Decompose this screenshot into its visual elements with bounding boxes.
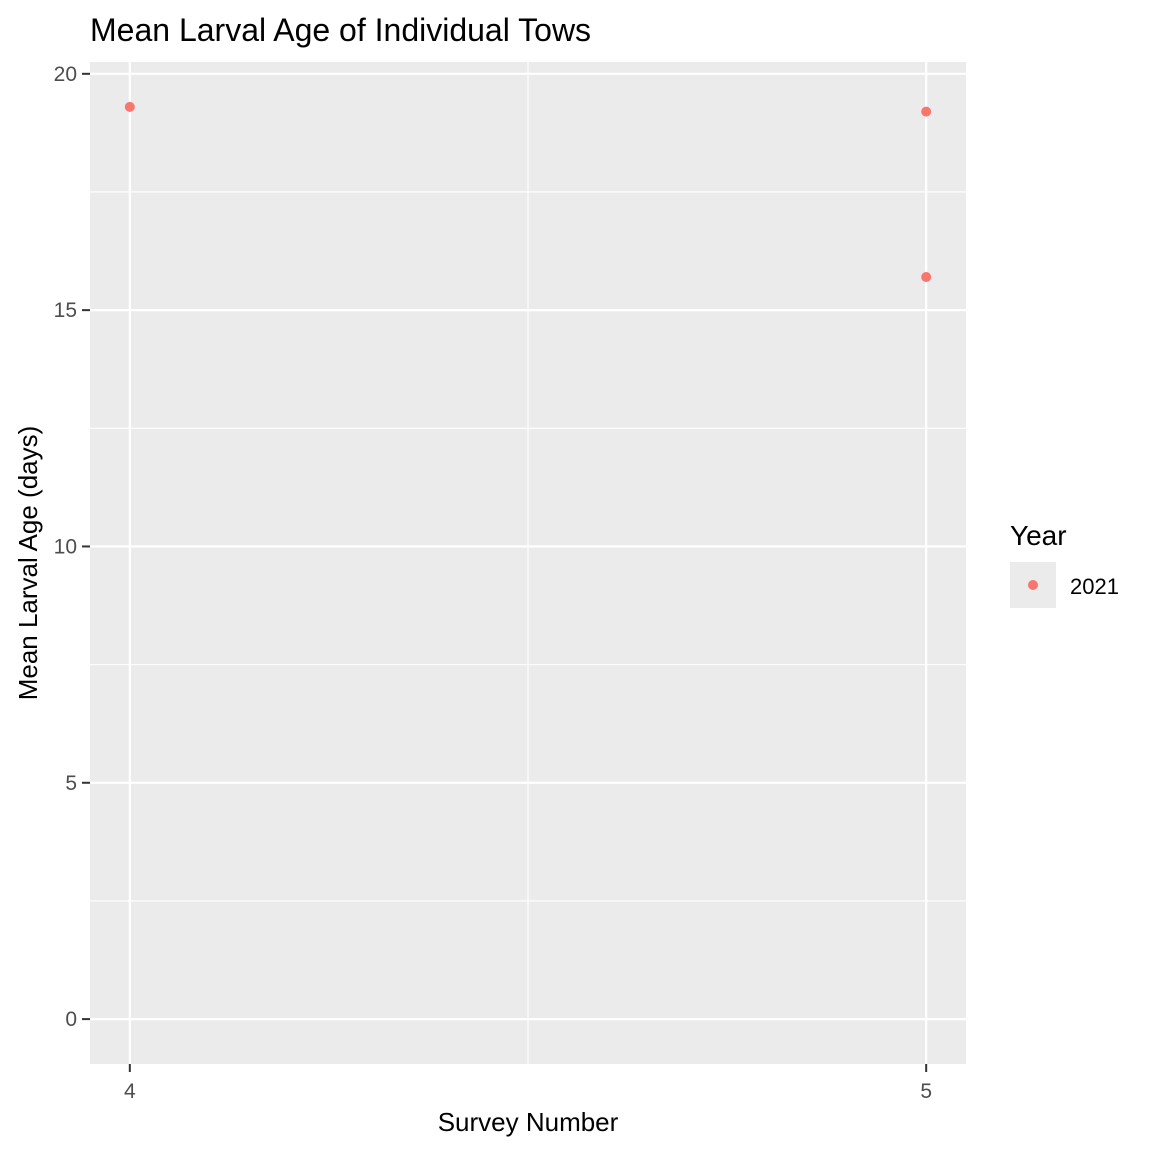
y-tick-label: 10 [54,535,77,558]
minor-gridlines [90,62,966,1064]
y-tick-label: 0 [65,1008,77,1031]
y-tick-label: 20 [54,63,77,86]
data-point [921,272,932,283]
x-tick-label: 5 [920,1080,932,1103]
data-points [124,101,932,283]
y-axis-title: Mean Larval Age (days) [13,426,43,701]
x-tick-label: 4 [124,1080,136,1103]
y-tick-label: 5 [65,772,77,795]
chart-title: Mean Larval Age of Individual Tows [90,12,591,48]
legend-key-point [1028,580,1038,590]
legend-label: 2021 [1070,574,1119,599]
axis-ticks [82,72,928,1072]
major-gridlines [90,62,966,1064]
legend-title: Year [1010,520,1067,551]
data-point [124,101,135,112]
tick-labels: 0 5 10 15 20 4 5 [54,63,932,1103]
x-axis-title: Survey Number [438,1107,619,1137]
data-point [921,106,932,117]
y-tick-label: 15 [54,299,77,322]
legend: Year 2021 [1010,520,1119,608]
